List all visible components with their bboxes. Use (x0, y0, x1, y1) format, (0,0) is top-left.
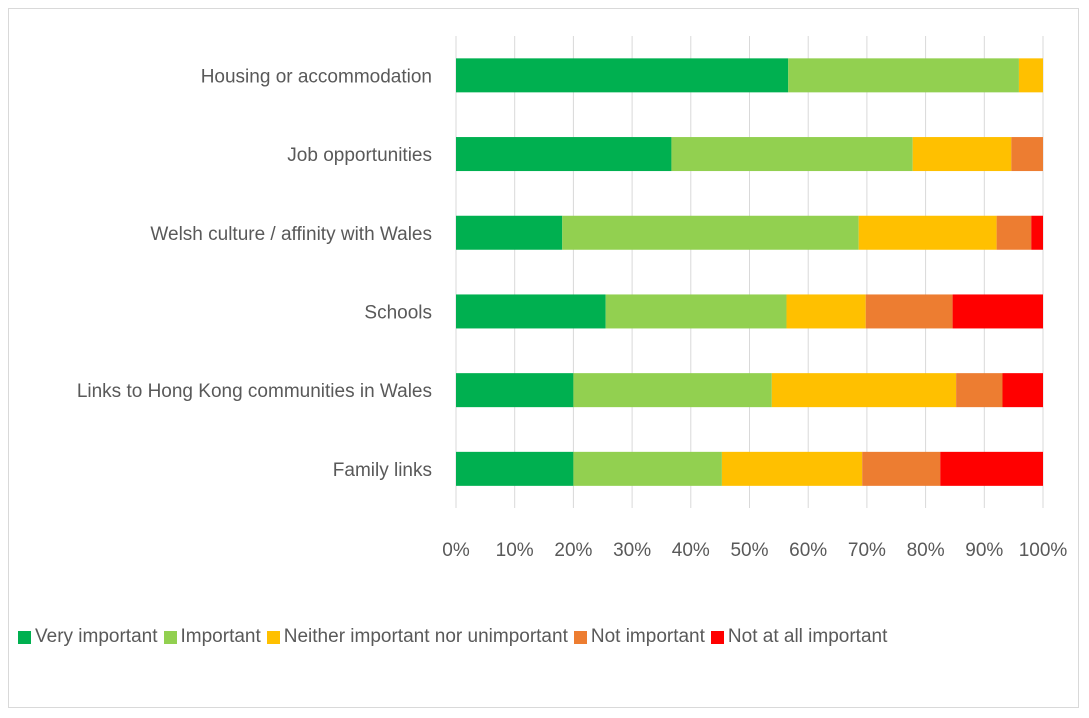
bar-segment (456, 373, 574, 408)
legend: Very important Important Neither important… (18, 626, 1083, 648)
legend-swatch (266, 630, 280, 644)
x-tick-label: 50% (730, 540, 768, 561)
legend-label: Not important (590, 626, 705, 647)
chart-frame (8, 8, 1079, 708)
bar-segment (562, 215, 859, 250)
bar-segment (573, 373, 772, 408)
bar-segment (456, 451, 574, 486)
bar-segment (1002, 373, 1043, 408)
legend-swatch (163, 630, 177, 644)
bar-segment (940, 451, 1043, 486)
bar-segment (996, 215, 1032, 250)
legend-item: Not at all important (710, 626, 888, 648)
bar-segment (771, 373, 957, 408)
legend-swatch (18, 630, 31, 644)
bar-segment (956, 373, 1003, 408)
legend-item: Not important (573, 626, 705, 648)
category-label: Links to Hong Kong communities in Wales (77, 381, 432, 402)
bar-segment (456, 294, 606, 329)
category-label: Schools (364, 302, 432, 323)
gridlines (455, 36, 1044, 508)
x-tick-label: 40% (672, 540, 710, 561)
x-tick-label: 70% (848, 540, 886, 561)
category-label: Family links (333, 460, 432, 481)
bar-segment (1018, 58, 1043, 93)
legend-item: Very important (18, 626, 158, 648)
legend-label: Not at all important (727, 626, 888, 647)
bar-segment (786, 294, 866, 329)
category-label: Job opportunities (287, 145, 432, 166)
x-tick-label: 80% (907, 540, 945, 561)
x-tick-label: 90% (965, 540, 1003, 561)
legend-label: Neither important nor unimportant (283, 626, 568, 647)
x-tick-label: 0% (442, 540, 470, 561)
bar-segment (1011, 137, 1043, 172)
bars (456, 58, 1043, 486)
bar-segment (671, 137, 913, 172)
bar-segment (865, 294, 953, 329)
bar-segment (862, 451, 941, 486)
bar-segment (456, 137, 672, 172)
bar-segment (1031, 215, 1043, 250)
category-label: Housing or accommodation (201, 66, 432, 87)
category-labels: Housing or accommodation Job opportunitie… (77, 66, 432, 481)
x-tick-label: 100% (1019, 540, 1068, 561)
x-tick-label: 10% (496, 540, 534, 561)
legend-swatch (710, 630, 724, 644)
legend-label: Important (180, 626, 261, 647)
bar-segment (456, 58, 789, 93)
bar-segment (912, 137, 1012, 172)
legend-item: Neither important nor unimportant (266, 626, 568, 648)
x-axis-tick-labels: 0% 10% 20% 30% 40% 50% 60% 70% 80% 90% 100% (442, 540, 1067, 561)
category-label: Welsh culture / affinity with Wales (150, 224, 432, 245)
stacked-bar-chart: Housing or accommodation Job opportunitie… (77, 36, 1067, 561)
bar-segment (573, 451, 722, 486)
bar-segment (952, 294, 1043, 329)
bar-segment (721, 451, 863, 486)
x-tick-label: 60% (789, 540, 827, 561)
legend-swatch (573, 630, 587, 644)
bar-segment (788, 58, 1019, 93)
bar-segment (456, 215, 563, 250)
bar-segment (605, 294, 787, 329)
x-tick-label: 30% (613, 540, 651, 561)
bar-segment (858, 215, 997, 250)
legend-label: Very important (35, 626, 158, 647)
legend-item: Important (163, 626, 261, 648)
x-tick-label: 20% (554, 540, 592, 561)
